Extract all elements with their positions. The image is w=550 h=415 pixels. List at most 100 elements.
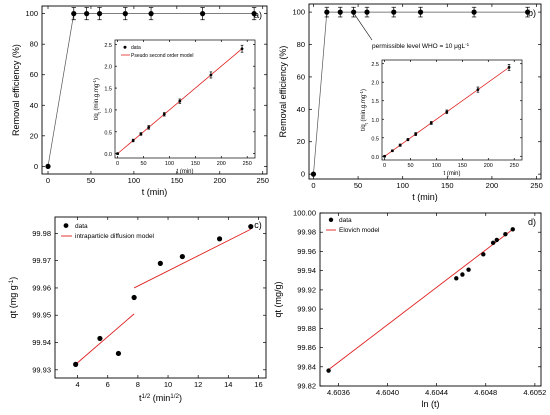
x-tick-label: 150 [191, 161, 200, 167]
x-tick-label: 200 [486, 181, 499, 190]
x-axis-label: ln (t) [422, 399, 440, 409]
data-point [115, 350, 122, 357]
x-tick-label: 100 [396, 181, 409, 190]
data-point [199, 11, 206, 17]
data-point [390, 149, 394, 153]
panel-label: b) [528, 8, 536, 18]
fit-line [75, 313, 135, 365]
data-point [84, 11, 90, 17]
y-tick-label: 1.5 [371, 99, 379, 105]
legend-marker-data [328, 217, 334, 222]
y-tick-label: 80 [30, 40, 38, 49]
fit-line [328, 228, 514, 371]
inset-x-axis-label: t (min) [177, 169, 194, 175]
data-point [503, 231, 508, 237]
inset-frame [381, 59, 523, 161]
x-tick-label: 4.6052 [523, 388, 546, 397]
data-point [71, 11, 77, 17]
legend-label-data: data [131, 45, 141, 51]
data-point [364, 9, 370, 15]
plot-frame [41, 5, 268, 175]
y-tick-label: 60 [30, 70, 38, 79]
data-point [209, 73, 213, 77]
data-point [481, 252, 486, 257]
data-point [494, 237, 499, 243]
y-tick-label: 1.0 [371, 118, 379, 124]
panel-label: c) [254, 220, 262, 230]
x-tick-label: 250 [256, 176, 269, 185]
plot-frame [308, 3, 542, 180]
y-tick-label: 0.0 [371, 155, 379, 161]
plot-frame [54, 216, 267, 379]
y-tick-label: 0.0 [104, 152, 112, 158]
y-tick-label: 2.0 [371, 81, 379, 87]
y-tick-label: 99.88 [297, 324, 316, 333]
y-tick-label: 100.00 [293, 209, 316, 218]
data-point [383, 154, 386, 158]
y-tick-label: 1.5 [104, 87, 112, 93]
data-point [337, 9, 343, 15]
y-tick-label: 99.84 [297, 362, 316, 371]
data-point [406, 138, 410, 142]
inset-y-axis-label: t/qt (min.g.mg-1) [359, 89, 369, 131]
y-tick-label: 0 [34, 162, 38, 171]
y-tick-label: 0 [301, 170, 305, 179]
data-point [73, 361, 79, 367]
y-axis-label: qt (mg g-1) [8, 277, 19, 319]
panel-label: a) [254, 10, 262, 20]
annotation-pointer [352, 11, 373, 41]
x-tick-label: 8 [136, 380, 140, 389]
x-tick-label: 0 [46, 176, 50, 185]
panel-d: 4.6036 4.6040 4.6044 4.6048 4.6052 99.82 99.84… [273, 209, 546, 410]
data-point [454, 276, 459, 281]
y-tick-label: 40 [30, 101, 38, 110]
y-tick-label: 100 [25, 9, 38, 18]
x-tick-label: 4 [76, 380, 80, 389]
y-tick-label: 2.5 [371, 62, 379, 68]
inset-x-axis-label: t (min) [444, 171, 461, 177]
x-tick-label: 250 [530, 181, 543, 190]
y-tick-label: 99.96 [32, 283, 51, 292]
y-tick-label: 99.93 [32, 365, 51, 374]
x-tick-label: 200 [484, 163, 493, 169]
data-point [391, 9, 397, 15]
x-axis-label: t1/2 (min1/2) [139, 393, 182, 404]
data-point [460, 272, 465, 277]
data-point [417, 9, 424, 15]
legend-label-fit: Pseudo second order model [131, 53, 194, 59]
data-point [97, 335, 103, 342]
data-point [147, 126, 151, 129]
x-tick-label: 150 [458, 163, 467, 169]
y-axis-label: Removal efficiency (%) [278, 46, 288, 138]
x-axis-label: t (min) [142, 187, 168, 197]
fit-line [133, 228, 251, 289]
y-tick-label: 99.94 [32, 338, 51, 347]
data-point [248, 223, 254, 230]
x-tick-label: 50 [87, 176, 95, 185]
legend-label-data: data [339, 217, 352, 224]
y-tick-label: 99.92 [297, 285, 316, 294]
y-tick-label: 99.94 [297, 266, 316, 275]
data-point [157, 260, 163, 266]
x-tick-label: 200 [217, 161, 226, 167]
data-point [525, 9, 531, 15]
x-tick-label: 4.6036 [327, 388, 350, 397]
data-point [116, 152, 119, 156]
data-point [251, 11, 257, 17]
x-tick-label: 14 [224, 380, 232, 389]
x-tick-label: 12 [194, 380, 202, 389]
data-point [131, 294, 137, 301]
data-point [240, 47, 244, 51]
data-point [326, 368, 331, 373]
legend-marker-data [123, 45, 127, 49]
x-tick-label: 0 [116, 161, 119, 167]
y-axis-label: qt (mg/g) [273, 281, 283, 317]
data-point [45, 163, 51, 169]
data-point [414, 132, 418, 136]
data-point [139, 132, 143, 136]
permissible-level-annotation: permissible level WHO = 10 μgL-1 [372, 42, 470, 51]
x-tick-label: 250 [243, 161, 252, 167]
y-tick-label: 99.82 [297, 382, 316, 391]
